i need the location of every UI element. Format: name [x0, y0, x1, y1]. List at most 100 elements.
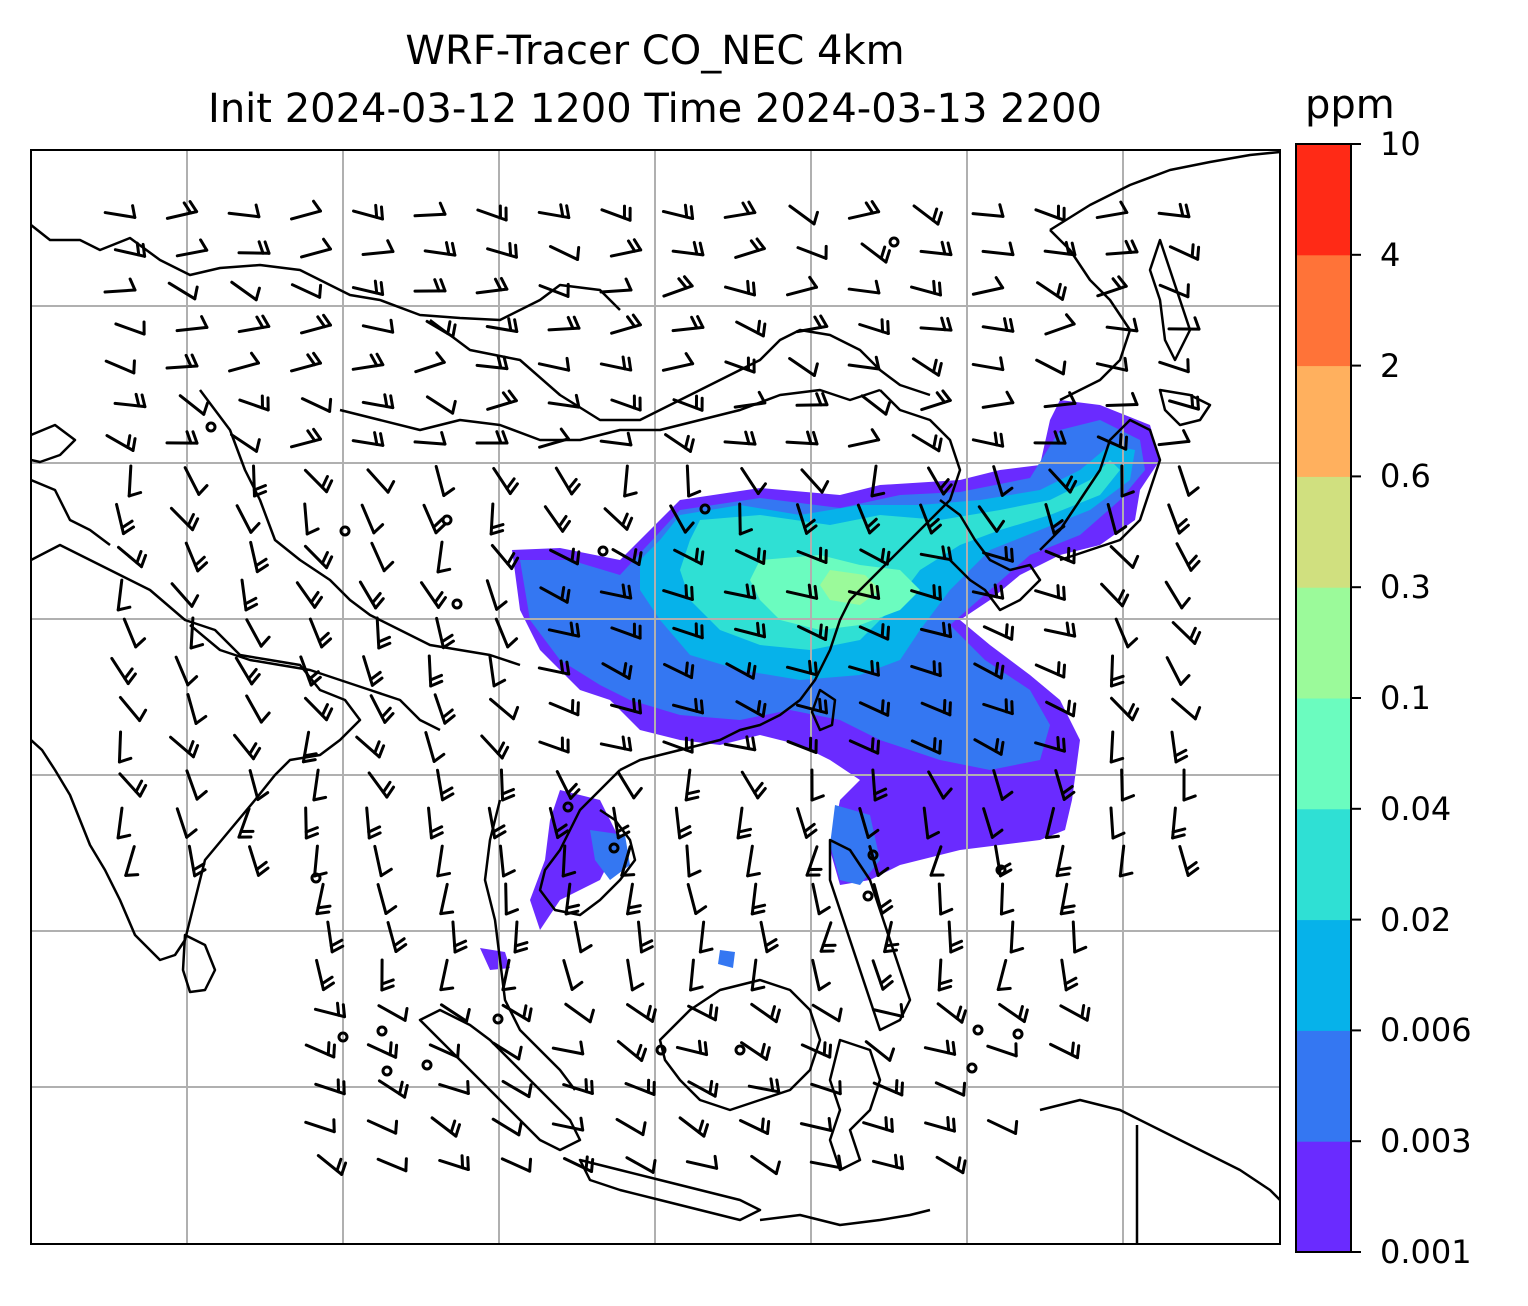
wind-barb [805, 845, 823, 877]
wind-barb [377, 1079, 409, 1099]
wind-barb [424, 731, 446, 763]
border-china-west [199, 389, 521, 667]
map-title: WRF-Tracer CO_NEC 4km [405, 28, 905, 74]
wind-barb [1157, 429, 1191, 447]
wind-barb [315, 958, 335, 992]
wind-barb [300, 313, 332, 335]
wind-barb [351, 352, 385, 371]
wind-barb [380, 958, 395, 992]
wind-barb [612, 806, 631, 840]
calm-circle [421, 1059, 433, 1071]
wind-barb [919, 316, 953, 332]
wind-barb [847, 583, 881, 600]
wind-barb [435, 616, 455, 650]
wind-barb [1044, 806, 1060, 840]
wind-barb [1034, 204, 1066, 222]
wind-barb [610, 622, 642, 640]
wind-barb [299, 655, 322, 687]
wind-barb [549, 547, 581, 566]
calm-circle [867, 849, 879, 861]
wind-barb [919, 240, 953, 257]
wind-barb [1043, 621, 1077, 638]
wind-barb [366, 468, 396, 494]
wind-barb [733, 621, 767, 639]
wind-barb [856, 503, 881, 535]
wind-barb [537, 356, 571, 372]
coast-japan [1039, 418, 1162, 562]
colorbar [1295, 143, 1361, 1253]
wind-barb [860, 394, 892, 416]
wind-barb [982, 807, 1004, 839]
wind-barb [373, 844, 393, 878]
wind-barb [992, 465, 1014, 497]
wind-barb [661, 352, 695, 372]
wind-barb [303, 468, 334, 494]
coast-sumatra [418, 1008, 582, 1152]
wind-barb [304, 806, 320, 840]
wind-barb [982, 698, 1014, 716]
wind-barb [973, 738, 1005, 756]
wind-barb [1178, 845, 1200, 877]
wind-barb [548, 245, 581, 261]
wind-barb [1171, 621, 1202, 645]
wind-barb [562, 1078, 594, 1095]
wind-barb [795, 314, 829, 334]
wind-barb [858, 699, 891, 717]
wind-barb [860, 242, 891, 264]
wind-barb [971, 583, 1005, 600]
wind-barb [485, 579, 508, 611]
wind-barb [971, 203, 1005, 218]
wind-barb [687, 1003, 719, 1022]
wind-barb [883, 920, 900, 954]
wind-barb [122, 617, 147, 649]
wind-barb [911, 357, 943, 377]
wind-barb [538, 736, 570, 754]
wind-barbs [103, 199, 1202, 1176]
wind-barb [871, 1002, 905, 1018]
wind-barb [786, 736, 818, 754]
wind-barb [451, 920, 468, 954]
wind-barb [910, 737, 943, 755]
wind-barb [290, 351, 322, 373]
wind-barb [185, 769, 208, 801]
wind-barb [750, 1154, 781, 1176]
wind-barb [936, 1002, 968, 1024]
wind-barb [796, 546, 828, 564]
wind-barb [551, 1040, 585, 1056]
wind-barb [871, 959, 894, 991]
wind-barb [1100, 582, 1130, 608]
wind-barb [358, 580, 385, 610]
wind-barb [237, 314, 271, 334]
wind-barb [738, 502, 753, 536]
colorbar-segment [1296, 698, 1351, 810]
wind-barb [986, 1119, 1019, 1135]
wind-barb [689, 958, 704, 992]
wind-barb [539, 585, 571, 604]
coast-philippines [828, 838, 912, 1032]
wind-barb [428, 1043, 461, 1059]
wind-barb [564, 882, 581, 916]
wind-barb [1157, 202, 1191, 219]
wind-barb [501, 1079, 533, 1099]
wind-barb [425, 395, 457, 415]
wind-barb [750, 958, 766, 992]
wind-barb [116, 578, 132, 612]
wind-barb [237, 807, 255, 839]
wind-barb [929, 845, 945, 877]
map-subtitle: Init 2024-03-12 1200 Time 2024-03-13 220… [208, 86, 1102, 132]
wind-barb [673, 547, 705, 566]
coast-new-guinea [1039, 1098, 1280, 1201]
wind-barb [910, 279, 942, 297]
wind-barb [1060, 958, 1079, 992]
wind-barb [548, 698, 580, 717]
wind-barb [490, 544, 520, 570]
wind-barb [785, 430, 819, 446]
wind-barb [361, 393, 395, 410]
wind-barb [624, 1078, 656, 1096]
wind-barb [174, 655, 199, 687]
wind-barb [175, 238, 209, 258]
wind-barb [386, 921, 408, 953]
wind-barb [937, 882, 954, 916]
wind-barb [973, 661, 1005, 680]
wind-barb [1105, 239, 1139, 256]
